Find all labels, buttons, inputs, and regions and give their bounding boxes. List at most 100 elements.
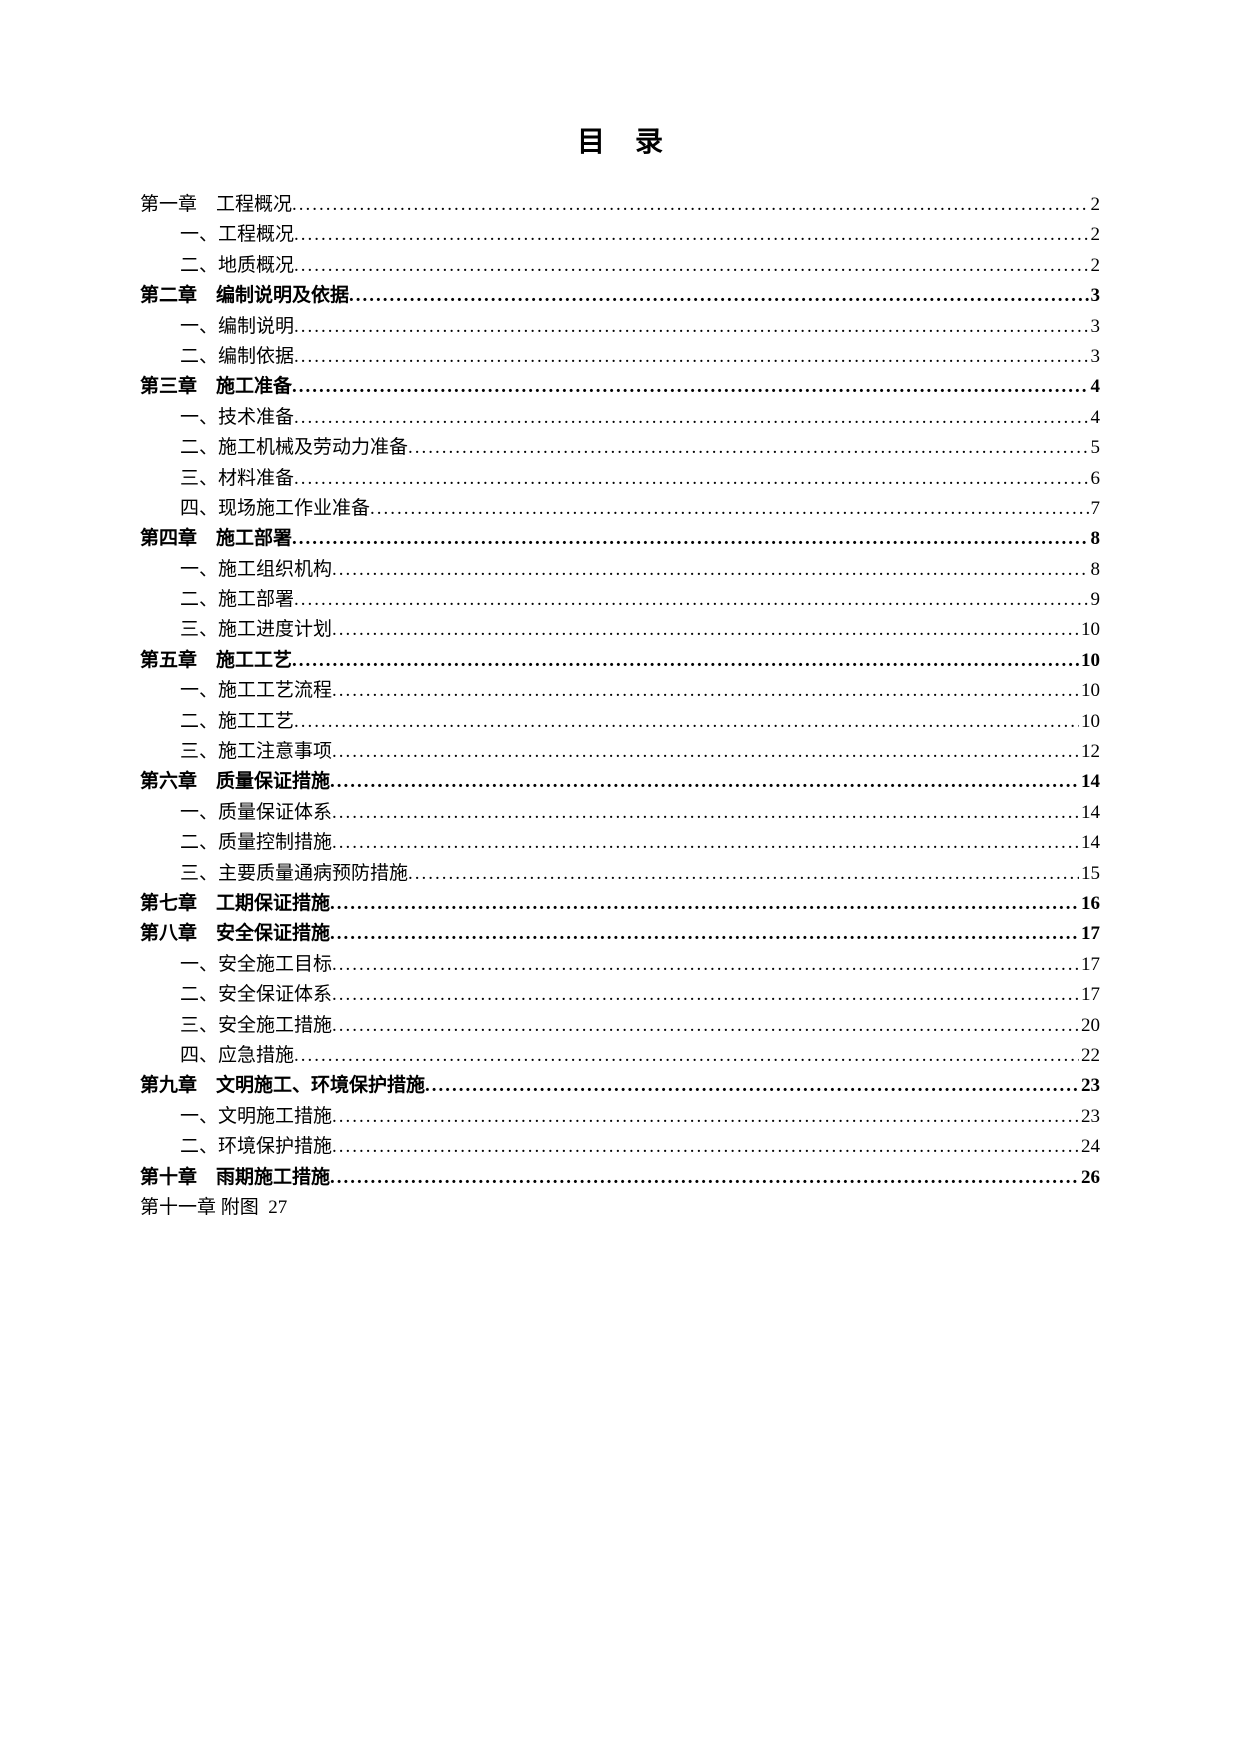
toc-entry: 三、材料准备..................................… (140, 464, 1100, 494)
toc-entry-page: 14 (1081, 767, 1100, 797)
toc-entry-page: 10 (1081, 615, 1100, 645)
toc-entry-label: 一、安全施工目标 (180, 950, 332, 980)
toc-entry-label: 一、工程概况 (180, 220, 294, 250)
toc-entry: 一、工程概况..................................… (140, 220, 1100, 250)
toc-entry: 三、主要质量通病预防措施............................… (140, 859, 1100, 889)
toc-entry-dots: ........................................… (332, 1011, 1079, 1041)
toc-entry-dots: ........................................… (292, 190, 1088, 220)
toc-entry: 第十一章 附图 27 (140, 1193, 1100, 1223)
toc-entry-page: 2 (1091, 190, 1101, 220)
toc-entry-dots: ........................................… (292, 646, 1079, 676)
toc-entry-dots: ........................................… (294, 1041, 1079, 1071)
toc-entry-page: 15 (1081, 859, 1100, 889)
toc-entry: 一、技术准备..................................… (140, 403, 1100, 433)
toc-entry-page: 3 (1091, 281, 1101, 311)
toc-entry-label: 一、质量保证体系 (180, 798, 332, 828)
toc-entry-label: 第一章 工程概况 (140, 190, 292, 220)
toc-entry-label: 第九章 文明施工、环境保护措施 (140, 1071, 425, 1101)
toc-entry: 二、质量控制措施................................… (140, 828, 1100, 858)
toc-entry-dots: ........................................… (294, 707, 1079, 737)
toc-entry-page: 2 (1091, 251, 1101, 281)
toc-entry-page: 23 (1081, 1102, 1100, 1132)
toc-entry-dots: ........................................… (330, 889, 1079, 919)
toc-entry-label: 第七章 工期保证措施 (140, 889, 330, 919)
toc-entry-dots: ........................................… (294, 312, 1088, 342)
toc-entry: 四、现场施工作业准备..............................… (140, 494, 1100, 524)
toc-entry-page: 4 (1091, 403, 1101, 433)
toc-entry-page: 10 (1081, 707, 1100, 737)
toc-entry-label: 三、主要质量通病预防措施 (180, 859, 408, 889)
toc-entry-dots: ........................................… (294, 464, 1088, 494)
toc-entry-page: 20 (1081, 1011, 1100, 1041)
toc-entry: 第十章 雨期施工措施..............................… (140, 1163, 1100, 1193)
toc-entry-label: 四、应急措施 (180, 1041, 294, 1071)
toc-entry-page: 17 (1081, 919, 1100, 949)
toc-entry-page: 22 (1081, 1041, 1100, 1071)
toc-entry: 三、安全施工措施................................… (140, 1011, 1100, 1041)
toc-entry-page: 14 (1081, 828, 1100, 858)
toc-entry-page: 8 (1091, 524, 1101, 554)
toc-entry-label: 第五章 施工工艺 (140, 646, 292, 676)
toc-entry: 一、安全施工目标................................… (140, 950, 1100, 980)
toc-entry-page: 2 (1091, 220, 1101, 250)
toc-entry-dots: ........................................… (294, 403, 1088, 433)
toc-entry-dots: ........................................… (408, 859, 1079, 889)
toc-entry-dots: ........................................… (408, 433, 1088, 463)
toc-entry-dots: ........................................… (332, 737, 1079, 767)
toc-entry-label: 一、编制说明 (180, 312, 294, 342)
toc-entry-dots: ........................................… (332, 676, 1079, 706)
toc-entry-label: 三、施工进度计划 (180, 615, 332, 645)
toc-entry-label: 三、施工注意事项 (180, 737, 332, 767)
toc-entry: 第六章 质量保证措施..............................… (140, 767, 1100, 797)
toc-entry-label: 一、文明施工措施 (180, 1102, 332, 1132)
toc-entry-page: 16 (1081, 889, 1100, 919)
toc-entry-label: 一、施工组织机构 (180, 555, 332, 585)
toc-entry-label: 二、施工部署 (180, 585, 294, 615)
toc-entry: 一、编制说明..................................… (140, 312, 1100, 342)
toc-entry-dots: ........................................… (332, 555, 1088, 585)
toc-entry: 第一章 工程概况................................… (140, 190, 1100, 220)
toc-entry-dots: ........................................… (294, 342, 1088, 372)
toc-container: 第一章 工程概况................................… (140, 190, 1100, 1223)
toc-entry-page: 9 (1091, 585, 1101, 615)
toc-entry-page: 8 (1091, 555, 1101, 585)
toc-entry-label: 二、编制依据 (180, 342, 294, 372)
toc-entry-label: 第二章 编制说明及依据 (140, 281, 349, 311)
toc-entry-page: 17 (1081, 950, 1100, 980)
toc-entry-page: 26 (1081, 1163, 1100, 1193)
toc-entry: 第四章 施工部署................................… (140, 524, 1100, 554)
toc-entry-label: 一、施工工艺流程 (180, 676, 332, 706)
toc-entry-page: 3 (1091, 312, 1101, 342)
toc-entry-label: 三、材料准备 (180, 464, 294, 494)
toc-entry: 四、应急措施..................................… (140, 1041, 1100, 1071)
toc-entry-page: 24 (1081, 1132, 1100, 1162)
toc-entry: 一、施工工艺流程................................… (140, 676, 1100, 706)
toc-entry-label: 第三章 施工准备 (140, 372, 292, 402)
toc-entry: 二、施工机械及劳动力准备............................… (140, 433, 1100, 463)
toc-entry-label: 四、现场施工作业准备 (180, 494, 370, 524)
toc-entry-dots: ........................................… (292, 524, 1088, 554)
toc-entry-dots: ........................................… (330, 1163, 1079, 1193)
toc-entry-label: 第六章 质量保证措施 (140, 767, 330, 797)
toc-entry-dots: ........................................… (332, 1102, 1079, 1132)
toc-entry-label: 第四章 施工部署 (140, 524, 292, 554)
toc-entry-page: 4 (1091, 372, 1101, 402)
toc-entry-page: 14 (1081, 798, 1100, 828)
toc-entry-dots: ........................................… (332, 798, 1079, 828)
toc-entry-label: 二、施工机械及劳动力准备 (180, 433, 408, 463)
toc-entry-label: 二、安全保证体系 (180, 980, 332, 1010)
toc-entry-dots: ........................................… (425, 1071, 1079, 1101)
toc-entry-label: 第十一章 附图 27 (140, 1193, 1100, 1223)
toc-entry: 二、地质概况..................................… (140, 251, 1100, 281)
toc-entry: 第九章 文明施工、环境保护措施.........................… (140, 1071, 1100, 1101)
toc-entry-dots: ........................................… (294, 251, 1088, 281)
toc-entry-dots: ........................................… (294, 220, 1088, 250)
toc-entry-dots: ........................................… (332, 980, 1079, 1010)
toc-entry-dots: ........................................… (332, 828, 1079, 858)
toc-entry-dots: ........................................… (349, 281, 1088, 311)
toc-entry-label: 二、质量控制措施 (180, 828, 332, 858)
toc-entry: 三、施工进度计划................................… (140, 615, 1100, 645)
toc-entry-dots: ........................................… (332, 950, 1079, 980)
toc-entry: 第二章 编制说明及依据.............................… (140, 281, 1100, 311)
toc-entry-page: 12 (1081, 737, 1100, 767)
